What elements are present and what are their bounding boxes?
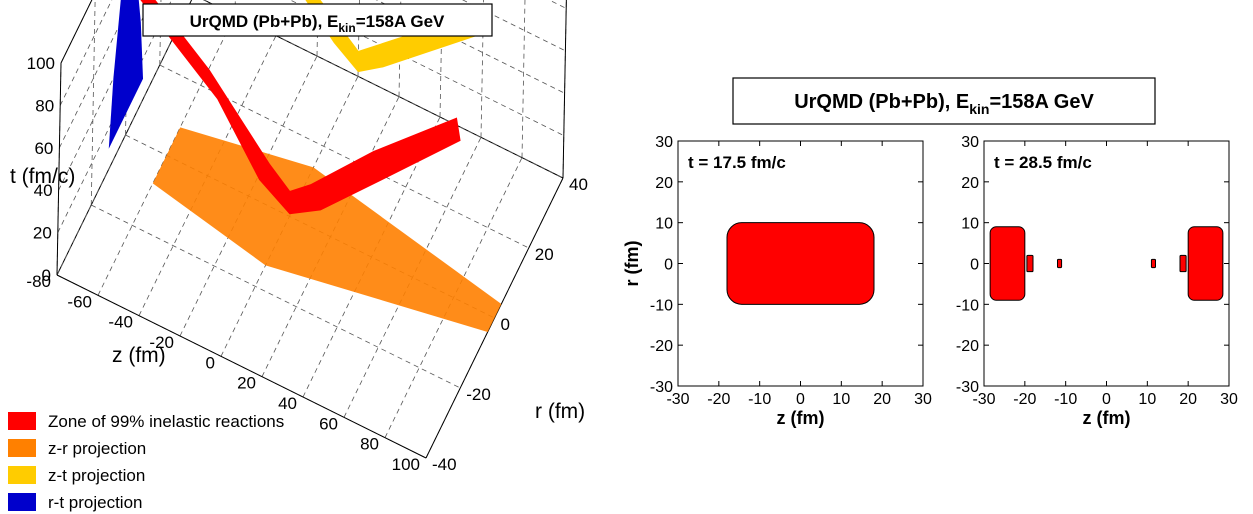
x-tick-label: -30: [666, 391, 689, 408]
x-tick-label: 0: [1102, 391, 1111, 408]
right-title: UrQMD (Pb+Pb), Ekin=158A GeV: [794, 91, 1094, 117]
region-central-zone: [726, 222, 875, 305]
x-axis-label: z (fm): [1083, 408, 1131, 428]
x-tick-label: 10: [1138, 391, 1156, 408]
z-tick-label: 60: [319, 414, 338, 433]
grid-line: [521, 0, 526, 158]
x-tick-label: 20: [1179, 391, 1197, 408]
grid-line: [375, 0, 565, 94]
t-tick-label: 40: [34, 181, 53, 200]
region-left-small-fragment: [1057, 258, 1063, 269]
left-title: UrQMD (Pb+Pb), Ekin=158A GeV: [190, 12, 445, 35]
r-axis-label: r (fm): [535, 400, 585, 423]
legend-swatch: [8, 412, 36, 430]
t-tick-label: 20: [33, 224, 52, 243]
x-tick-label: 10: [832, 391, 850, 408]
series-red-zone: [140, 0, 461, 215]
x-tick-label: -10: [1054, 391, 1077, 408]
axis-edge: [562, 0, 567, 179]
y-tick-label: 30: [655, 134, 673, 151]
legend-label: Zone of 99% inelastic reactions: [48, 412, 284, 431]
t-tick-label: 100: [27, 54, 55, 73]
y-tick-label: -10: [650, 297, 673, 314]
z-tick-label: 40: [278, 394, 297, 413]
t-tick-label: 80: [35, 96, 54, 115]
y-tick-label: 0: [664, 257, 673, 274]
y-axis-label: r (fm): [622, 241, 642, 287]
grid-line: [91, 204, 461, 389]
grid-line: [159, 64, 529, 249]
y-tick-label: -30: [956, 379, 979, 396]
z-tick-label: -80: [26, 272, 51, 291]
region-left-zone: [989, 226, 1026, 301]
x-tick-label: 20: [873, 391, 891, 408]
region-right-fragment: [1179, 254, 1187, 273]
legend-swatch: [8, 439, 36, 457]
x-tick-label: -30: [972, 391, 995, 408]
z-tick-label: -40: [108, 313, 133, 332]
r-tick-label: -20: [466, 385, 491, 404]
x-tick-label: -20: [707, 391, 730, 408]
z-tick-label: -20: [149, 333, 174, 352]
z-tick-label: 0: [206, 353, 215, 372]
series-zr-projection: [152, 127, 502, 332]
grid-line: [203, 0, 564, 179]
z-tick-label: 80: [360, 435, 379, 454]
y-tick-label: 20: [655, 175, 673, 192]
x-tick-label: 30: [914, 391, 932, 408]
z-axis-label: z (fm): [112, 344, 166, 367]
t-tick-label: 60: [34, 139, 53, 158]
y-tick-label: -20: [650, 338, 673, 355]
r-tick-label: 0: [501, 315, 510, 334]
panel-t-28-5: -30 -20 -10 0 10 20 30 -30 -20 -10 0 10 20 30 t = 28.5…: [956, 134, 1238, 428]
legend-swatch: [8, 493, 36, 511]
panel-time-label: t = 17.5 fm/c: [688, 153, 786, 172]
right-title-box: UrQMD (Pb+Pb), Ekin=158A GeV: [732, 77, 1156, 125]
r-tick-label: 20: [535, 245, 554, 264]
series-rt-projection: [108, 0, 144, 149]
t-axis-label: t (fm/c): [10, 165, 75, 188]
y-tick-label: 10: [655, 216, 673, 233]
region-right-small-fragment: [1150, 258, 1156, 269]
legend-label: r-t projection: [48, 493, 142, 512]
y-tick-label: 0: [970, 257, 979, 274]
z-tick-label: 100: [392, 455, 420, 474]
x-axis-label: z (fm): [777, 408, 825, 428]
marks-3d: [108, 0, 502, 332]
y-tick-label: -20: [956, 338, 979, 355]
z-tick-label: 20: [237, 374, 256, 393]
grid-line: [289, 0, 564, 136]
y-tick-label: 10: [961, 216, 979, 233]
z-tick-label: -60: [67, 292, 92, 311]
panel-time-label: t = 28.5 fm/c: [994, 153, 1092, 172]
legend-label: z-t projection: [48, 466, 145, 485]
x-tick-label: 0: [796, 391, 805, 408]
y-tick-label: 20: [961, 175, 979, 192]
legend-swatch: [8, 466, 36, 484]
legend-label: z-r projection: [48, 439, 146, 458]
x-tick-label: -10: [748, 391, 771, 408]
r-tick-label: 40: [569, 175, 588, 194]
axis-edge: [60, 0, 93, 64]
y-tick-label: -30: [650, 379, 673, 396]
y-tick-label: -10: [956, 297, 979, 314]
region-right-zone: [1187, 226, 1224, 301]
r-tick-label: -40: [432, 455, 457, 474]
axis-edge: [56, 274, 427, 459]
axis-edge: [56, 62, 62, 276]
x-tick-label: 30: [1220, 391, 1238, 408]
grid-line: [90, 0, 96, 206]
t-tick-label: 0: [42, 266, 51, 285]
series-zt-projection: [305, 0, 492, 73]
left-title-box: UrQMD (Pb+Pb), Ekin=158A GeV: [142, 3, 493, 37]
region-left-fragment: [1026, 254, 1034, 273]
panel-t-17-5: -30 -20 -10 0 10 20 30 -30 -20 -10 0 10 20 30 t = 17.5…: [622, 134, 932, 428]
legend: Zone of 99% inelastic reactions z-r proje…: [8, 412, 284, 512]
grid-line: [462, 0, 566, 52]
x-tick-label: -20: [1013, 391, 1036, 408]
y-tick-label: 30: [961, 134, 979, 151]
